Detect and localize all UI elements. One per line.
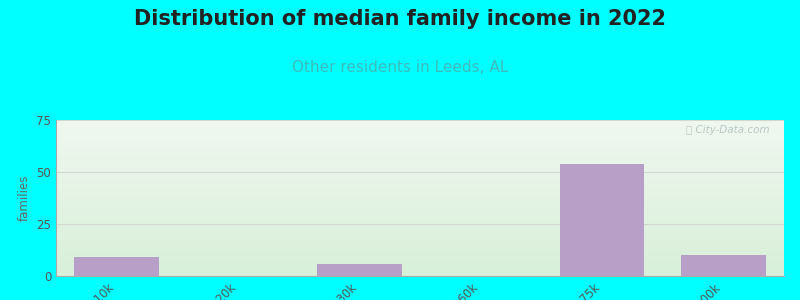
- Text: Distribution of median family income in 2022: Distribution of median family income in …: [134, 9, 666, 29]
- Text: Other residents in Leeds, AL: Other residents in Leeds, AL: [292, 60, 508, 75]
- Text: ⓘ City-Data.com: ⓘ City-Data.com: [686, 125, 770, 135]
- Bar: [681, 255, 766, 276]
- Y-axis label: families: families: [18, 175, 30, 221]
- Bar: [74, 257, 159, 276]
- Bar: [317, 263, 402, 276]
- Bar: [559, 164, 645, 276]
